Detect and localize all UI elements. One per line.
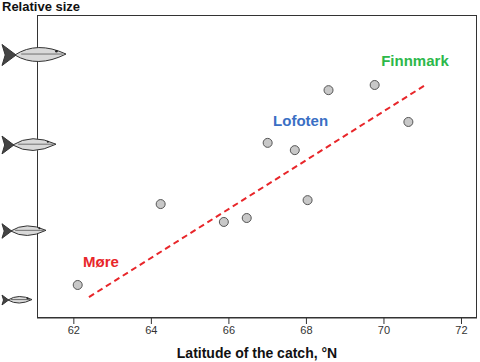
svg-text:72: 72 [455, 324, 467, 336]
svg-text:Latitude of the catch, °N: Latitude of the catch, °N [177, 345, 337, 361]
svg-text:66: 66 [223, 324, 235, 336]
html-text:Relative size: Relative size [2, 0, 80, 14]
svg-text:70: 70 [378, 324, 390, 336]
svg-text:Lofoten: Lofoten [273, 112, 328, 129]
svg-text:64: 64 [145, 324, 157, 336]
svg-text:Finnmark: Finnmark [381, 52, 449, 69]
svg-text:Møre: Møre [83, 253, 119, 270]
svg-text:68: 68 [300, 324, 312, 336]
svg-text:62: 62 [68, 324, 80, 336]
